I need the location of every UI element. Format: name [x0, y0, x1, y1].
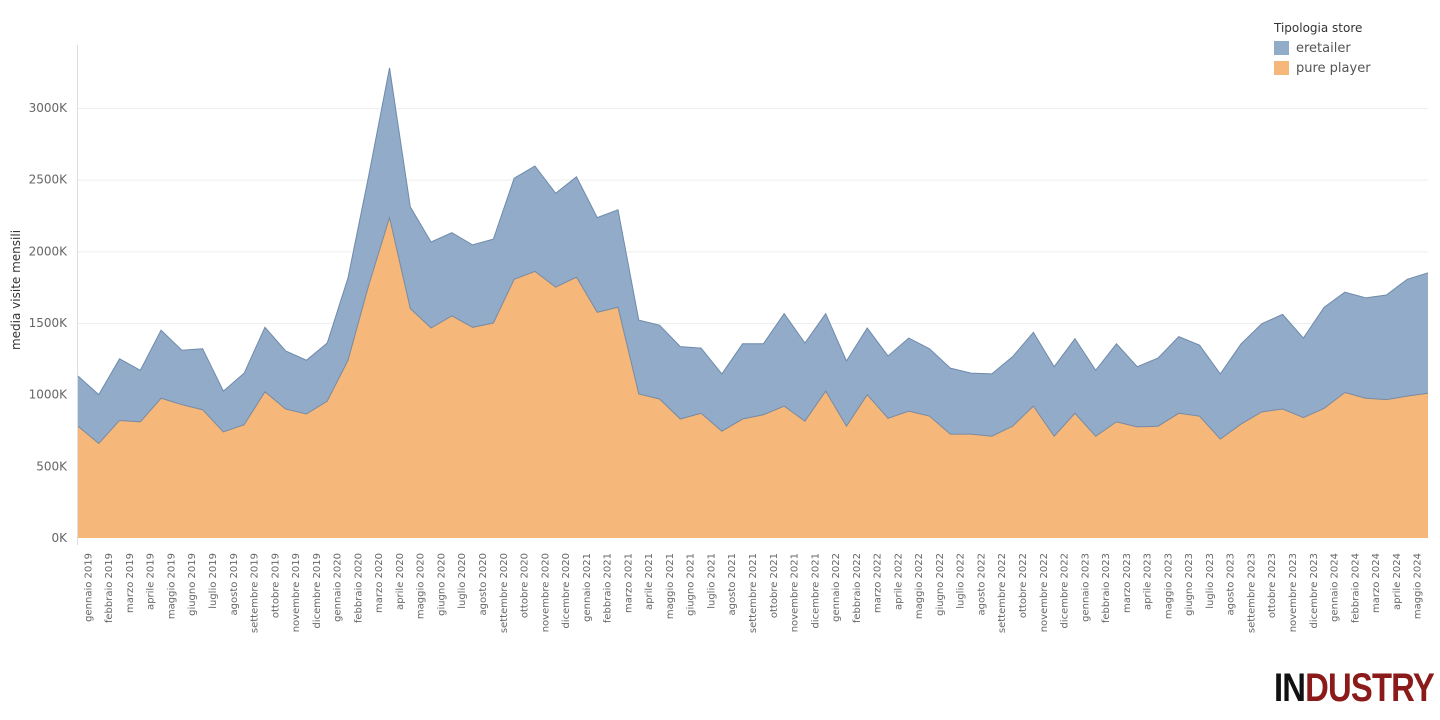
x-tick-label: agosto 2021: [727, 553, 738, 615]
x-tick-label: marzo 2024: [1371, 553, 1382, 613]
x-tick-label: giugno 2019: [187, 553, 198, 616]
y-tick-label: 1000K: [29, 388, 69, 402]
x-axis-ticks: gennaio 2019 febbraio 2019 marzo 2019 april…: [83, 553, 1423, 633]
y-tick-label: 0K: [51, 531, 68, 545]
y-tick-label: 1500K: [29, 316, 69, 330]
logo-part-1: IN: [1274, 666, 1306, 710]
x-tick-label: febbraio 2023: [1101, 553, 1112, 623]
y-tick-label: 500K: [36, 459, 68, 473]
legend-label: pure player: [1296, 60, 1371, 76]
area-eretailer[interactable]: [78, 67, 1428, 444]
x-tick-label: novembre 2020: [540, 553, 551, 632]
x-tick-label: febbraio 2022: [852, 553, 863, 623]
x-tick-label: aprile 2023: [1143, 553, 1154, 610]
x-tick-label: luglio 2019: [208, 553, 219, 609]
y-axis-title: media visite mensili: [9, 230, 23, 350]
x-tick-label: gennaio 2020: [333, 553, 344, 622]
x-tick-label: maggio 2020: [416, 553, 427, 619]
x-tick-label: novembre 2023: [1288, 553, 1299, 632]
x-tick-label: maggio 2022: [914, 553, 925, 619]
x-tick-label: giugno 2023: [1184, 553, 1195, 616]
x-tick-label: giugno 2020: [436, 553, 447, 616]
x-tick-label: maggio 2021: [665, 553, 676, 619]
x-tick-label: gennaio 2022: [831, 553, 842, 622]
x-tick-label: novembre 2021: [790, 553, 801, 632]
x-tick-label: marzo 2023: [1122, 553, 1133, 613]
x-tick-label: gennaio 2019: [83, 553, 94, 622]
x-tick-label: gennaio 2024: [1330, 553, 1341, 622]
x-tick-label: aprile 2019: [146, 553, 157, 610]
x-tick-label: agosto 2023: [1226, 553, 1237, 615]
y-axis-ticks: 0K 500K 1000K 1500K 2000K 2500K 3000K: [29, 101, 69, 545]
line-eretailer-top: [77, 67, 1429, 396]
x-tick-label: agosto 2019: [229, 553, 240, 615]
x-tick-label: maggio 2019: [166, 553, 177, 619]
x-tick-label: giugno 2022: [935, 553, 946, 616]
industry-logo: INDUSTRY: [1274, 664, 1435, 712]
x-tick-label: settembre 2021: [748, 553, 759, 633]
logo-part-2: DUSTRY: [1305, 666, 1435, 710]
y-tick-label: 2000K: [29, 244, 69, 258]
x-tick-label: ottobre 2023: [1267, 553, 1278, 618]
x-tick-label: febbraio 2024: [1350, 553, 1361, 623]
x-tick-label: luglio 2021: [706, 553, 717, 609]
x-tick-label: aprile 2022: [893, 553, 904, 610]
x-tick-label: dicembre 2021: [810, 553, 821, 629]
x-tick-label: febbraio 2021: [603, 553, 614, 623]
x-tick-label: ottobre 2020: [520, 553, 531, 618]
areas: [77, 67, 1429, 538]
x-tick-label: settembre 2019: [250, 553, 261, 633]
x-tick-label: agosto 2020: [478, 553, 489, 615]
x-tick-label: settembre 2023: [1246, 553, 1257, 633]
legend-swatch-eretailer: [1274, 41, 1289, 55]
x-tick-label: marzo 2020: [374, 553, 385, 613]
x-tick-label: febbraio 2019: [104, 553, 115, 623]
x-tick-label: maggio 2023: [1163, 553, 1174, 619]
x-tick-label: settembre 2020: [499, 553, 510, 633]
legend: Tipologia store eretailer pure player: [1274, 21, 1371, 78]
x-tick-label: ottobre 2019: [270, 553, 281, 618]
x-tick-label: settembre 2022: [997, 553, 1008, 633]
x-tick-label: marzo 2019: [125, 553, 136, 613]
y-tick-label: 2500K: [29, 173, 69, 187]
x-tick-label: luglio 2020: [457, 553, 468, 609]
x-tick-label: aprile 2024: [1392, 553, 1403, 610]
x-tick-label: marzo 2021: [623, 553, 634, 613]
legend-label: eretailer: [1296, 40, 1351, 56]
x-tick-label: luglio 2022: [956, 553, 967, 609]
x-tick-label: gennaio 2021: [582, 553, 593, 622]
y-tick-label: 3000K: [29, 101, 69, 115]
legend-item-pure-player[interactable]: pure player: [1274, 58, 1371, 78]
x-tick-label: gennaio 2023: [1080, 553, 1091, 622]
x-tick-label: dicembre 2023: [1309, 553, 1320, 629]
x-tick-label: ottobre 2022: [1018, 553, 1029, 618]
x-tick-label: dicembre 2022: [1060, 553, 1071, 629]
area-pure-player[interactable]: [78, 217, 1428, 538]
x-tick-label: aprile 2021: [644, 553, 655, 610]
legend-item-eretailer[interactable]: eretailer: [1274, 38, 1371, 58]
x-tick-label: ottobre 2021: [769, 553, 780, 618]
x-tick-label: novembre 2019: [291, 553, 302, 632]
x-tick-label: dicembre 2020: [561, 553, 572, 629]
legend-title: Tipologia store: [1274, 21, 1363, 35]
x-tick-label: aprile 2020: [395, 553, 406, 610]
x-tick-label: marzo 2022: [873, 553, 884, 613]
x-tick-label: agosto 2022: [976, 553, 987, 615]
legend-swatch-pure-player: [1274, 61, 1289, 75]
x-tick-label: luglio 2023: [1205, 553, 1216, 609]
x-tick-label: novembre 2022: [1039, 553, 1050, 632]
x-tick-label: giugno 2021: [686, 553, 697, 616]
x-tick-label: maggio 2024: [1413, 553, 1424, 619]
line-pure-player: [77, 215, 1429, 445]
x-tick-label: febbraio 2020: [353, 553, 364, 623]
x-tick-label: dicembre 2019: [312, 553, 323, 629]
